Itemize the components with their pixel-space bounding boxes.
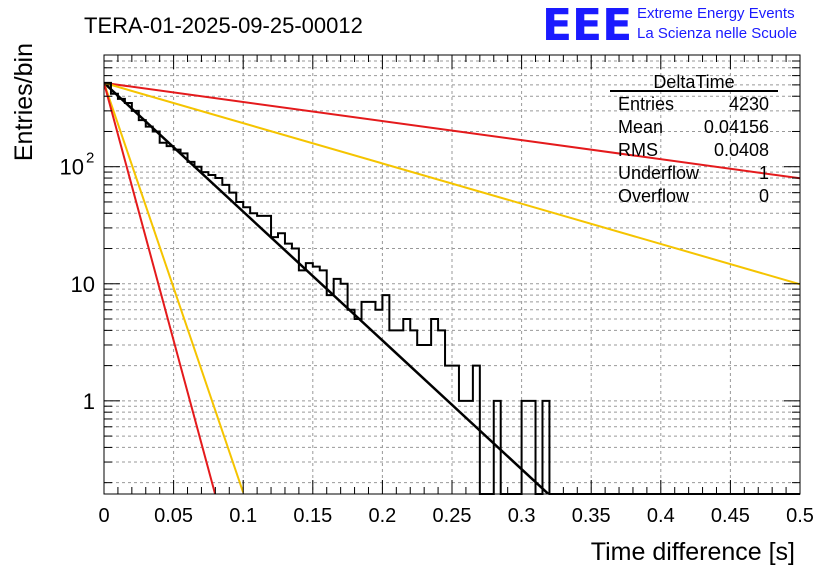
grid <box>104 54 800 494</box>
stats-row-mean: Mean 0.04156 <box>618 117 769 137</box>
fit-line-upper-bound-slow <box>104 81 800 180</box>
y-axis-label: Entries/bin <box>10 43 38 161</box>
y-tick-label: 10 <box>71 272 95 297</box>
x-tick-label: 0.45 <box>711 505 750 527</box>
x-tick-label: 0.05 <box>154 505 193 527</box>
x-tick-label: 0.2 <box>368 505 396 527</box>
eee-logo-line1: Extreme Energy Events <box>637 5 795 22</box>
axis-ticks: 0 0.05 0.1 0.15 0.2 0.25 0.3 0.35 0.4 0.45 0.51101… <box>60 54 814 527</box>
stats-value: 0.04156 <box>704 117 769 137</box>
x-tick-label: 0.1 <box>229 505 257 527</box>
histogram-outline <box>104 81 800 495</box>
x-axis-label: Time difference [s] <box>591 538 795 566</box>
histogram <box>104 81 800 495</box>
stats-title: DeltaTime <box>653 72 734 92</box>
stats-value: 4230 <box>729 94 769 114</box>
x-tick-label: 0.5 <box>786 505 814 527</box>
fit-lines <box>104 81 800 494</box>
stats-row-overflow: Overflow 0 <box>618 186 769 206</box>
stats-box: DeltaTime Entries 4230 Mean 0.04156 RMS … <box>610 72 778 206</box>
y-tick-label: 1 <box>83 389 95 414</box>
x-tick-label: 0.4 <box>647 505 675 527</box>
stats-value: 0.0408 <box>714 140 769 160</box>
eee-logo-line2: La Scienza nelle Scuole <box>637 25 797 42</box>
stats-value: 1 <box>759 163 769 183</box>
stats-label: RMS <box>618 140 658 160</box>
x-tick-label: 0.35 <box>572 505 611 527</box>
fit-line-fit <box>104 81 551 494</box>
x-tick-label: 0.15 <box>293 505 332 527</box>
stats-label: Entries <box>618 94 674 114</box>
eee-logo-mark: EEE <box>542 0 632 51</box>
x-tick-label: 0 <box>98 505 109 527</box>
eee-logo: EEE Extreme Energy Events La Scienza nel… <box>542 0 797 51</box>
y-tick-label: 10 <box>60 155 84 180</box>
stats-label: Overflow <box>618 186 690 206</box>
stats-label: Underflow <box>618 163 700 183</box>
x-tick-label: 0.3 <box>508 505 536 527</box>
fit-line-bound-fast <box>104 82 245 493</box>
chart-title: TERA-01-2025-09-25-00012 <box>84 13 363 38</box>
stats-label: Mean <box>618 117 663 137</box>
stats-row-entries: Entries 4230 <box>618 94 769 114</box>
stats-value: 0 <box>759 186 769 206</box>
stats-row-underflow: Underflow 1 <box>618 163 769 183</box>
stats-row-rms: RMS 0.0408 <box>618 140 769 160</box>
fit-line-bound-slow <box>104 81 800 286</box>
fit-line-lower-bound-fast <box>104 82 217 494</box>
y-tick-exponent: 2 <box>86 150 94 167</box>
x-tick-label: 0.25 <box>433 505 472 527</box>
